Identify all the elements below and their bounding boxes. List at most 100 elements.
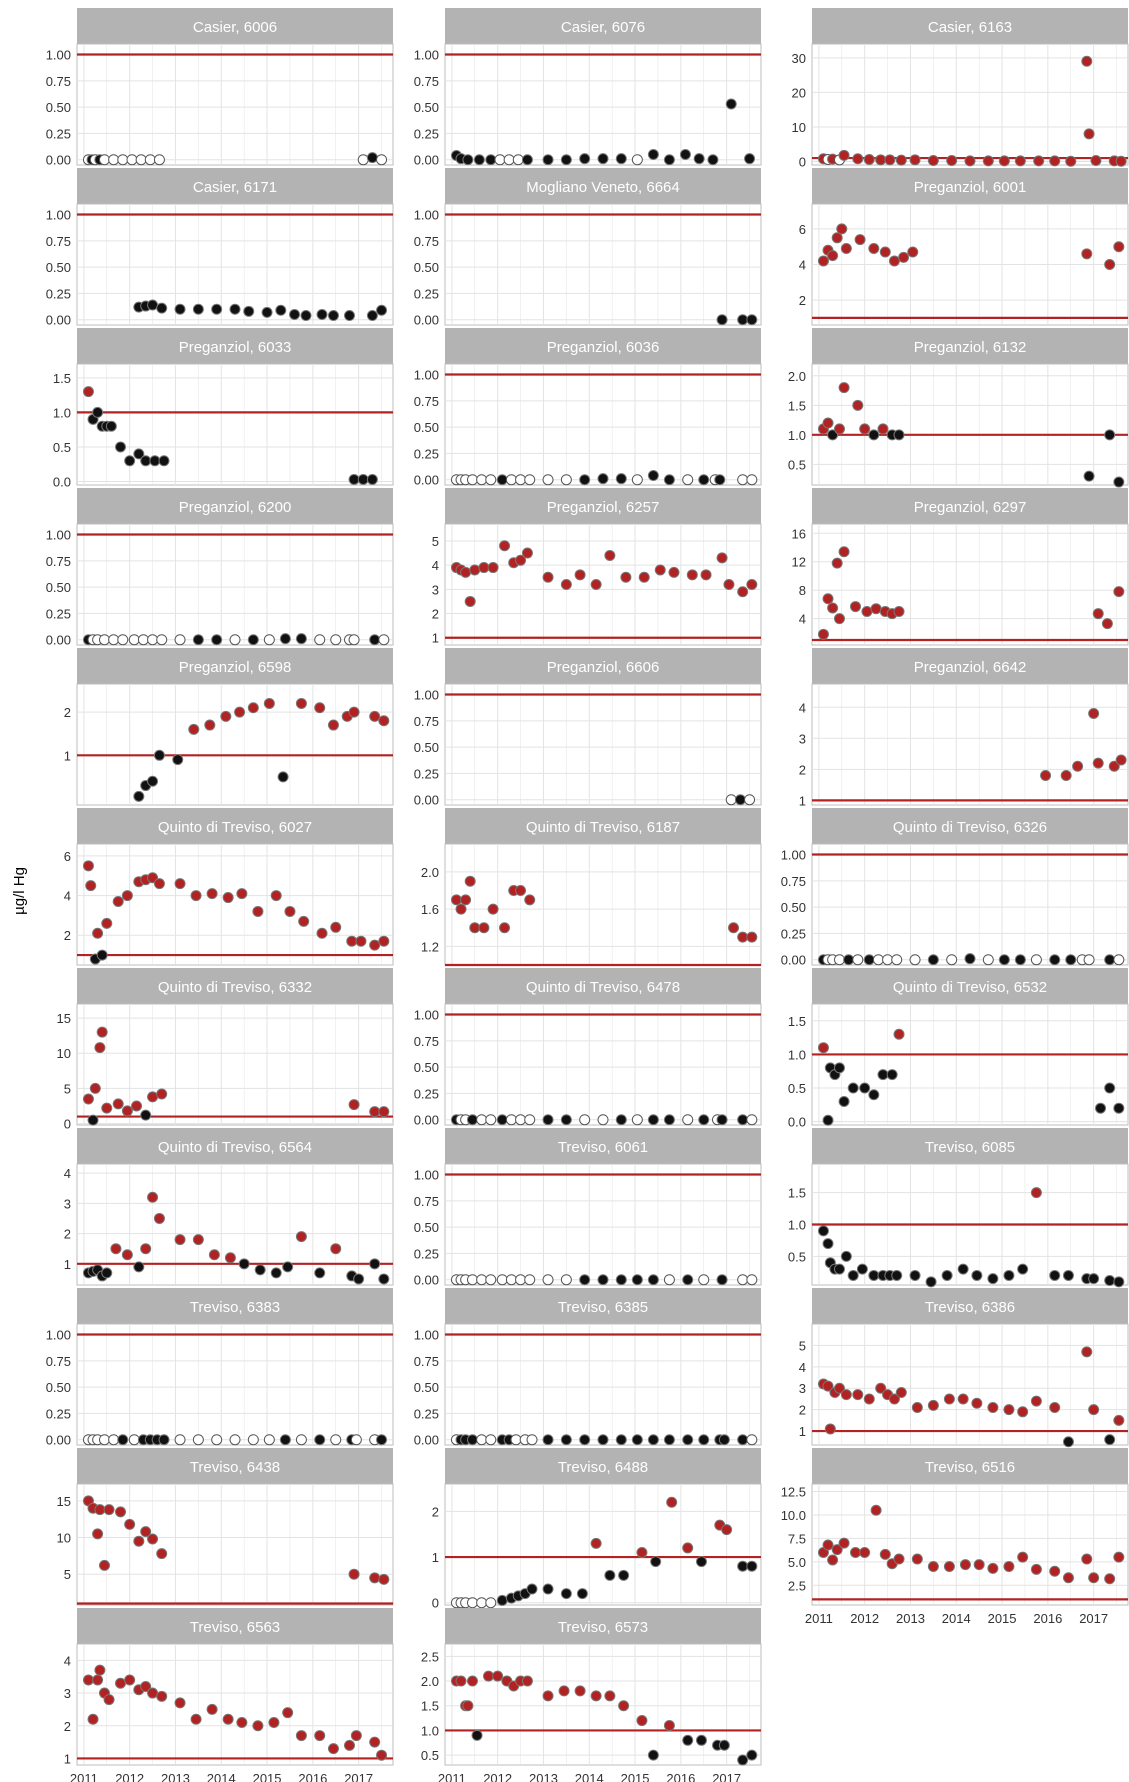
facet-strip bbox=[812, 168, 1128, 204]
data-point bbox=[718, 1434, 730, 1446]
data-point bbox=[663, 154, 675, 166]
facet-panel: Treviso, 6386 1 2 3 4 5 bbox=[799, 1288, 1129, 1448]
x-tick-label: 2012 bbox=[850, 1611, 879, 1626]
data-point bbox=[666, 1496, 678, 1508]
y-tick-label: 3 bbox=[432, 582, 439, 597]
plot-area bbox=[76, 1483, 394, 1606]
y-tick-label: 0.50 bbox=[414, 740, 439, 755]
data-point bbox=[891, 954, 903, 966]
y-tick-label: 15 bbox=[57, 1494, 71, 1509]
x-tick-label: 2016 bbox=[1033, 1611, 1062, 1626]
data-point bbox=[893, 1028, 905, 1040]
x-tick-label: 2015 bbox=[988, 1611, 1017, 1626]
data-point bbox=[369, 939, 381, 951]
y-tick-label: 0.25 bbox=[46, 1406, 71, 1421]
data-point bbox=[579, 1434, 591, 1446]
data-point bbox=[852, 954, 864, 966]
y-tick-label: 2 bbox=[64, 1719, 71, 1734]
data-point bbox=[746, 314, 758, 326]
data-point bbox=[1040, 770, 1052, 782]
y-tick-label: 0.5 bbox=[421, 1748, 439, 1763]
data-point bbox=[647, 1114, 659, 1126]
x-tick-label: 2011 bbox=[438, 1771, 466, 1782]
data-point bbox=[833, 423, 845, 435]
data-point bbox=[89, 1082, 101, 1094]
y-tick-label: 1.00 bbox=[414, 1008, 439, 1023]
data-point bbox=[137, 634, 149, 646]
data-point bbox=[560, 1274, 572, 1286]
data-point bbox=[888, 1393, 900, 1405]
data-point bbox=[714, 474, 726, 486]
data-point bbox=[579, 1274, 591, 1286]
data-point bbox=[822, 1238, 834, 1250]
y-tick-label: 0.25 bbox=[46, 126, 71, 141]
y-tick-label: 0.50 bbox=[414, 260, 439, 275]
y-tick-label: 10.0 bbox=[781, 1508, 806, 1523]
facet-panel: Quinto di Treviso, 6532 0.0 0.5 1.0 1.5 bbox=[788, 968, 1129, 1130]
data-point bbox=[838, 149, 850, 161]
x-tick-label: 2011 bbox=[805, 1611, 833, 1626]
data-point bbox=[744, 794, 756, 806]
y-tick-label: 0 bbox=[64, 1117, 71, 1132]
plot-area bbox=[444, 1483, 762, 1606]
data-point bbox=[879, 246, 891, 258]
y-tick-label: 1.0 bbox=[788, 1218, 806, 1233]
y-tick-label: 2.0 bbox=[421, 1674, 439, 1689]
y-tick-label: 1.00 bbox=[46, 528, 71, 543]
data-point bbox=[746, 1274, 758, 1286]
data-point bbox=[94, 1504, 106, 1516]
data-point bbox=[108, 1434, 120, 1446]
y-tick-label: 1 bbox=[64, 1751, 71, 1766]
data-point bbox=[174, 634, 186, 646]
data-point bbox=[971, 1269, 983, 1281]
data-point bbox=[943, 1561, 955, 1573]
plot-area bbox=[811, 363, 1129, 486]
y-tick-label: 4 bbox=[432, 558, 439, 573]
data-point bbox=[243, 305, 255, 317]
facet-title: Treviso, 6085 bbox=[925, 1139, 1015, 1156]
data-point bbox=[117, 1434, 129, 1446]
data-point bbox=[124, 455, 136, 467]
data-point bbox=[147, 1091, 159, 1103]
data-point bbox=[877, 1069, 889, 1081]
data-point bbox=[378, 715, 390, 727]
y-axis-label: µg/l Hg bbox=[11, 867, 28, 915]
facet-strip bbox=[812, 488, 1128, 524]
data-point bbox=[343, 1739, 355, 1751]
data-point bbox=[973, 1559, 985, 1571]
data-point bbox=[222, 1713, 234, 1725]
y-tick-label: 0.00 bbox=[414, 153, 439, 168]
data-point bbox=[542, 1690, 554, 1702]
plot-area bbox=[76, 523, 394, 646]
data-point bbox=[1081, 55, 1093, 67]
x-tick-label: 2017 bbox=[344, 1771, 373, 1782]
data-point bbox=[92, 927, 104, 939]
data-point bbox=[987, 1402, 999, 1414]
data-point bbox=[891, 1269, 903, 1281]
data-point bbox=[505, 474, 517, 486]
y-tick-label: 1.6 bbox=[421, 902, 439, 917]
data-point bbox=[366, 473, 378, 485]
data-point bbox=[204, 719, 216, 731]
data-point bbox=[1088, 1273, 1100, 1285]
data-point bbox=[496, 1594, 508, 1606]
panel-grid: Casier, 60060.000.250.500.751.00Casier, … bbox=[46, 8, 1129, 1782]
data-point bbox=[647, 1434, 659, 1446]
data-point bbox=[863, 1393, 875, 1405]
data-point bbox=[376, 304, 388, 316]
data-point bbox=[85, 880, 97, 892]
data-point bbox=[1104, 429, 1116, 441]
data-point bbox=[833, 1263, 845, 1275]
data-point bbox=[927, 155, 939, 167]
y-tick-label: 10 bbox=[57, 1531, 71, 1546]
facet-panel: Preganziol, 6200 0.00 0.25 0.50 0.75 1.00 bbox=[46, 488, 394, 648]
y-tick-label: 0.75 bbox=[46, 234, 71, 249]
data-point bbox=[1115, 754, 1127, 766]
facet-panel: Casier, 6006 0.00 0.25 0.50 0.75 1.00 bbox=[46, 8, 394, 168]
data-point bbox=[576, 1588, 588, 1600]
data-point bbox=[728, 922, 740, 934]
data-point bbox=[153, 1212, 165, 1224]
data-point bbox=[96, 1026, 108, 1038]
facet-panel: Preganziol, 6001 2 4 6 bbox=[799, 168, 1129, 326]
data-point bbox=[247, 1434, 259, 1446]
